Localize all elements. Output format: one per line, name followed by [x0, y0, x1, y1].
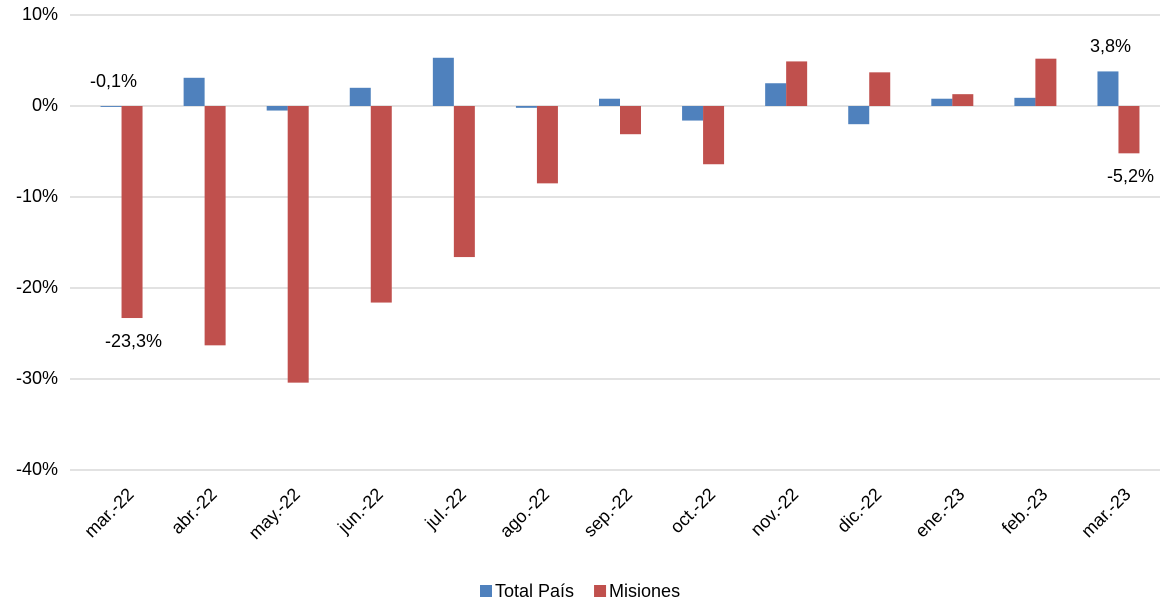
bar	[536, 106, 558, 184]
x-tick-label: jul.-22	[421, 484, 471, 534]
x-tick-label: nov.-22	[747, 484, 803, 540]
bar	[266, 106, 288, 111]
bar	[432, 57, 454, 106]
bar	[349, 87, 371, 106]
bar	[1118, 106, 1140, 154]
data-label: -0,1%	[90, 71, 137, 91]
data-label: -23,3%	[105, 331, 162, 351]
bar	[287, 106, 309, 383]
x-tick-label: ago.-22	[496, 484, 553, 541]
bar	[848, 106, 870, 125]
bar	[1097, 71, 1119, 106]
bar	[765, 83, 787, 106]
y-tick-label: -40%	[16, 459, 58, 479]
bar	[620, 106, 641, 135]
x-tick-label: abr.-22	[167, 484, 221, 538]
x-tick-label: dic.-22	[833, 484, 885, 536]
bar	[1035, 58, 1057, 106]
bar	[682, 106, 704, 121]
y-tick-label: 10%	[22, 4, 58, 24]
x-tick-label: jun.-22	[333, 484, 387, 538]
y-tick-label: -10%	[16, 186, 58, 206]
bar	[515, 106, 537, 108]
bar	[204, 106, 226, 346]
legend-swatch	[480, 585, 492, 597]
bar	[931, 98, 953, 106]
x-tick-label: sep.-22	[580, 484, 637, 541]
y-tick-label: -30%	[16, 368, 58, 388]
bar	[183, 77, 205, 106]
bar	[786, 61, 808, 106]
y-tick-label: 0%	[32, 95, 58, 115]
x-tick-label: mar.-23	[1077, 484, 1134, 541]
data-label: -5,2%	[1107, 166, 1154, 186]
legend-label: Total País	[495, 581, 574, 601]
data-label: 3,8%	[1090, 36, 1131, 56]
legend-swatch	[594, 585, 607, 597]
bar	[370, 106, 392, 303]
legend-label: Misiones	[609, 581, 680, 601]
x-tick-label: feb.-23	[998, 484, 1052, 538]
x-tick-label: ene.-23	[911, 484, 968, 541]
x-tick-label: mar.-22	[80, 484, 137, 541]
x-tick-label: oct.-22	[666, 484, 719, 537]
x-tick-label: may.-22	[245, 484, 304, 543]
bar	[1014, 97, 1036, 106]
bar	[869, 72, 891, 106]
bar	[599, 98, 620, 106]
bar	[100, 106, 122, 107]
bar	[453, 106, 475, 258]
bar	[952, 94, 974, 106]
bar	[121, 106, 143, 319]
y-tick-label: -20%	[16, 277, 58, 297]
bar	[703, 106, 725, 165]
